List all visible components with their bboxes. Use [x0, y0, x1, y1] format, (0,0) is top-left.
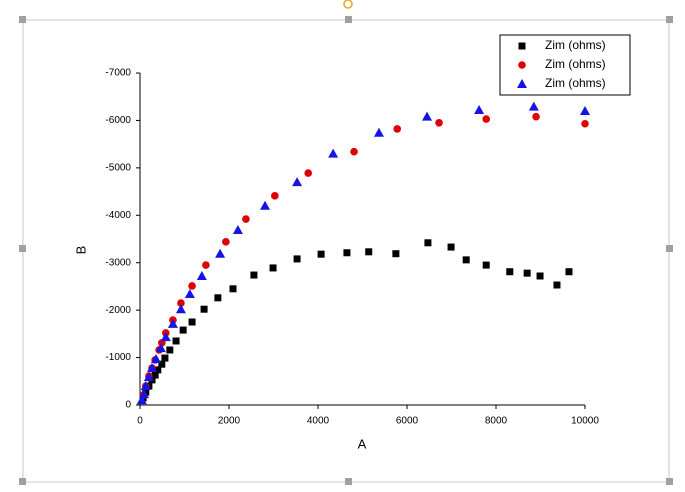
- point: [506, 268, 514, 276]
- point: [304, 169, 313, 177]
- legend-label: Zim (ohms): [545, 38, 606, 52]
- point: [260, 200, 271, 210]
- point: [242, 215, 250, 223]
- point: [393, 125, 402, 133]
- x-tick-label: 2000: [218, 416, 241, 427]
- point: [581, 119, 589, 128]
- point: [136, 395, 147, 405]
- point: [317, 250, 325, 258]
- point: [229, 285, 237, 293]
- x-tick-label: 8000: [485, 416, 508, 427]
- point: [155, 343, 166, 353]
- point: [215, 248, 226, 258]
- point: [166, 346, 174, 354]
- point: [528, 101, 539, 111]
- x-tick-label: 4000: [307, 416, 330, 427]
- point: [271, 192, 279, 200]
- point: [422, 111, 433, 121]
- selection-handles: [19, 16, 673, 485]
- y-tick-label: -5000: [105, 162, 131, 173]
- point: [250, 271, 258, 279]
- point: [553, 281, 561, 289]
- point: [447, 243, 455, 251]
- point: [202, 261, 210, 269]
- point: [222, 238, 230, 246]
- point: [292, 177, 303, 187]
- point: [142, 388, 150, 396]
- point: [172, 337, 180, 345]
- x-tick-label: 6000: [396, 416, 419, 427]
- legend-marker: [517, 79, 527, 88]
- point: [160, 332, 171, 342]
- point: [435, 119, 443, 127]
- y-tick-label: -3000: [105, 257, 131, 268]
- point: [269, 264, 277, 272]
- point: [580, 105, 590, 115]
- point: [177, 299, 185, 307]
- point: [532, 112, 540, 121]
- point: [350, 147, 358, 156]
- point: [151, 371, 159, 379]
- point: [158, 360, 166, 368]
- y-axis-label: B: [73, 246, 88, 255]
- point: [536, 272, 544, 280]
- legend-label: Zim (ohms): [545, 76, 606, 90]
- point: [365, 248, 373, 256]
- legend-marker: [518, 42, 526, 50]
- point: [328, 148, 339, 158]
- point: [565, 268, 573, 276]
- point: [154, 366, 162, 374]
- legend-label: Zim (ohms): [545, 57, 606, 71]
- y-tick-label: -1000: [105, 352, 131, 363]
- point: [392, 250, 400, 258]
- y-tick-label: -6000: [105, 115, 131, 126]
- point: [373, 127, 384, 137]
- point: [523, 269, 531, 277]
- point: [151, 353, 162, 363]
- point: [482, 115, 491, 123]
- x-tick-label: 10000: [571, 416, 599, 427]
- point: [179, 326, 187, 334]
- y-tick-label: -2000: [105, 305, 131, 316]
- point: [175, 304, 186, 314]
- point: [232, 224, 243, 234]
- point: [188, 318, 196, 326]
- point: [482, 261, 490, 269]
- point: [140, 381, 151, 391]
- point: [462, 256, 470, 264]
- point: [214, 294, 222, 302]
- y-tick-label: -4000: [105, 210, 131, 221]
- point: [200, 305, 208, 313]
- point: [143, 372, 154, 382]
- x-tick-label: 0: [137, 416, 143, 427]
- point: [424, 239, 432, 247]
- point: [343, 249, 351, 257]
- point: [196, 270, 207, 280]
- point: [293, 255, 301, 263]
- point: [161, 354, 169, 362]
- point: [139, 389, 150, 399]
- rotate-handle[interactable]: [343, 0, 353, 9]
- point: [167, 318, 178, 328]
- point: [147, 363, 158, 373]
- point: [184, 289, 195, 299]
- point: [188, 282, 196, 290]
- legend-marker: [518, 61, 526, 69]
- point: [474, 104, 485, 114]
- y-tick-label: -7000: [105, 68, 131, 79]
- y-tick-label: 0: [125, 400, 131, 411]
- x-axis-label: A: [358, 436, 367, 451]
